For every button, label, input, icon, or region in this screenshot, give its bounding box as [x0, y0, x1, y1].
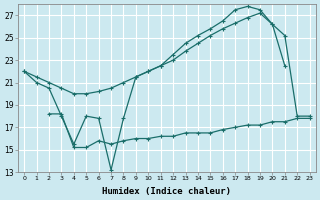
X-axis label: Humidex (Indice chaleur): Humidex (Indice chaleur) [102, 187, 231, 196]
